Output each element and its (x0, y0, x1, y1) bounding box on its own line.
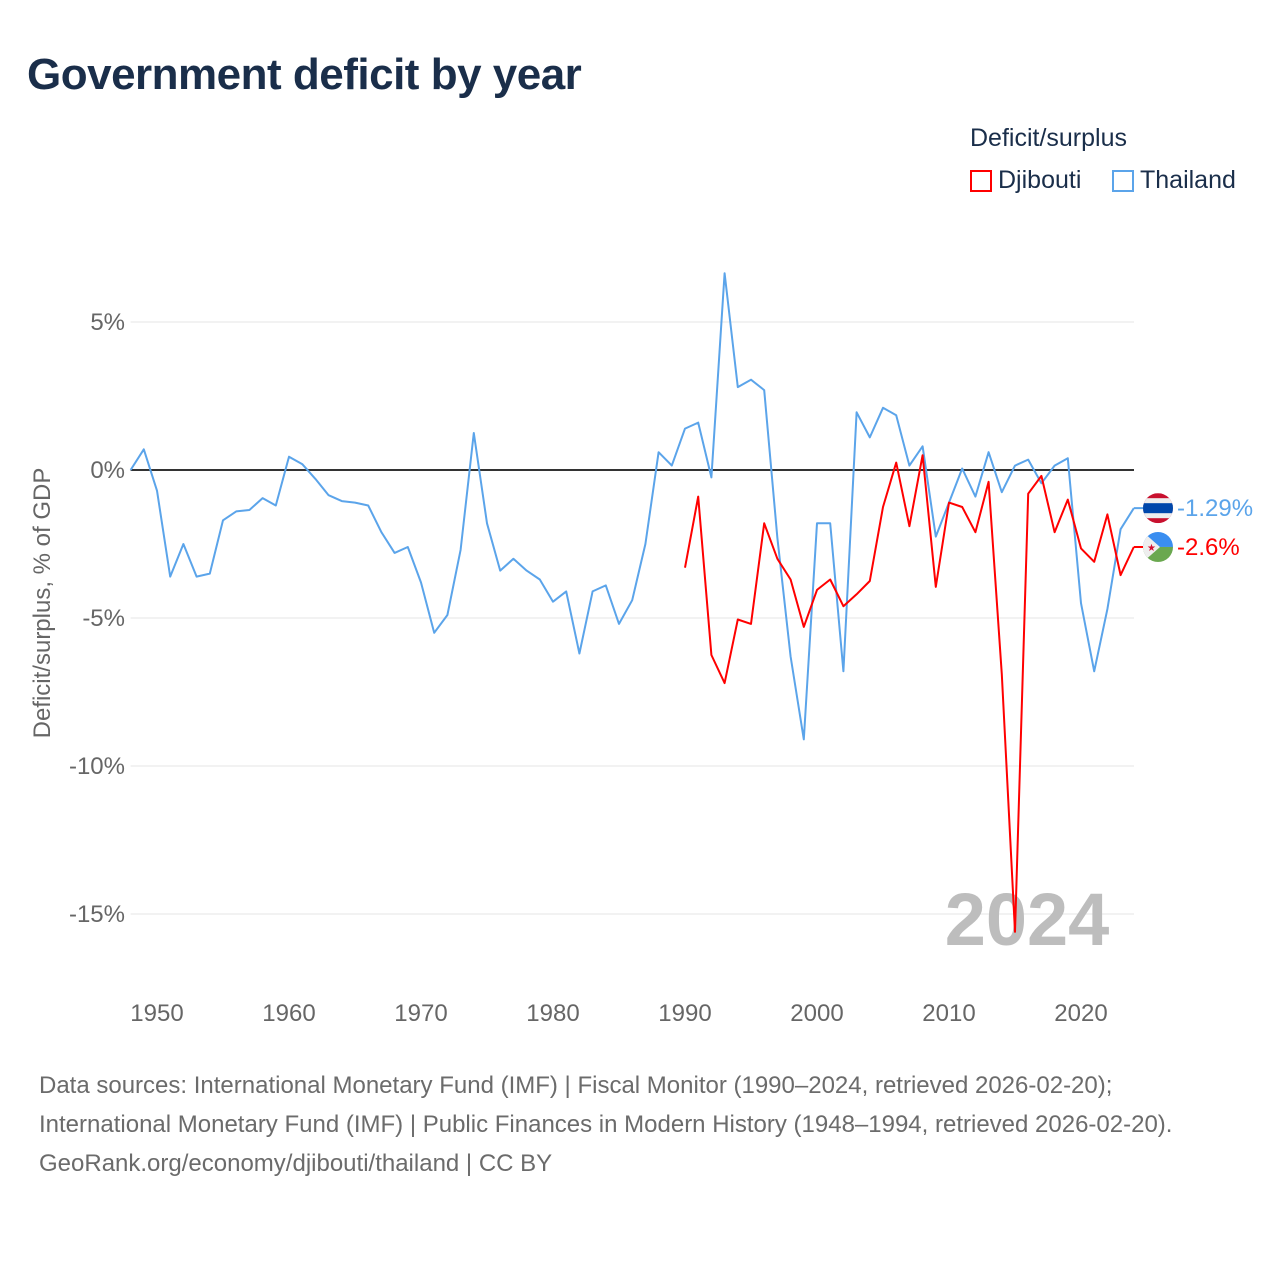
legend-title: Deficit/surplus (970, 124, 1127, 152)
y-axis-label: Deficit/surplus, % of GDP (29, 468, 56, 739)
legend-swatch-thailand (1112, 169, 1134, 192)
source-notes: Data sources: International Monetary Fun… (39, 1066, 1239, 1183)
end-value-label-djibouti: -2.6% (1177, 534, 1240, 561)
y-tick-label: 0% (90, 457, 125, 484)
year-watermark: 2024 (945, 878, 1110, 961)
thailand-flag-icon (1143, 493, 1173, 524)
x-tick-label: 2020 (1054, 1000, 1107, 1027)
legend-item-djibouti[interactable]: Djibouti (970, 166, 1081, 195)
legend-swatch-djibouti (970, 169, 992, 192)
x-tick-label: 1970 (394, 1000, 447, 1027)
y-tick-label: -15% (69, 901, 125, 928)
x-tick-label: 1960 (262, 1000, 315, 1027)
attribution-link[interactable]: GeoRank.org/economy/djibouti/thailand | … (39, 1150, 553, 1177)
series-line-thailand (129, 272, 1135, 741)
data-sources: Data sources: International Monetary Fun… (39, 1072, 1173, 1138)
x-tick-label: 2000 (790, 1000, 843, 1027)
x-tick-label: 1950 (130, 1000, 183, 1027)
svg-text:★: ★ (1147, 543, 1156, 554)
djibouti-flag-icon: ★ (1143, 531, 1173, 562)
end-value-label-thailand: -1.29% (1177, 495, 1253, 522)
page-title: Government deficit by year (27, 50, 582, 99)
series-line-djibouti (684, 454, 1135, 933)
y-tick-label: -10% (69, 753, 125, 780)
y-tick-label: -5% (82, 605, 125, 632)
x-tick-label: 1980 (526, 1000, 579, 1027)
legend-label: Djibouti (998, 166, 1082, 194)
x-tick-label: 2010 (922, 1000, 975, 1027)
y-tick-label: 5% (90, 309, 125, 336)
legend-item-thailand[interactable]: Thailand (1112, 166, 1236, 195)
x-tick-label: 1990 (658, 1000, 711, 1027)
legend-label: Thailand (1140, 166, 1236, 194)
